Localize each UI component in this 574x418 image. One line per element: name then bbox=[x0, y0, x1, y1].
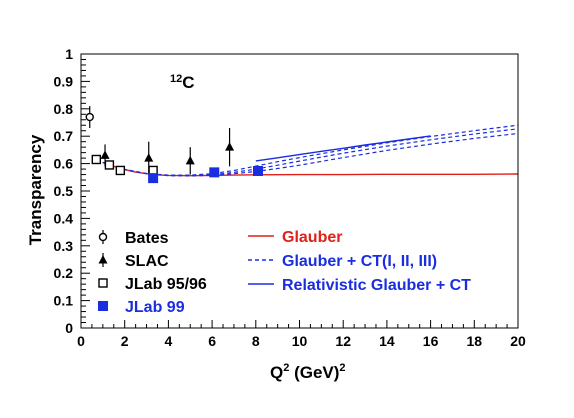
x-tick-label: 10 bbox=[292, 333, 308, 349]
y-tick-label: 0.1 bbox=[54, 293, 74, 309]
legend-jlab-99-marker bbox=[98, 301, 108, 311]
x-tick-label: 14 bbox=[379, 333, 395, 349]
x-tick-label: 0 bbox=[77, 333, 85, 349]
y-tick-label: 0.5 bbox=[54, 183, 74, 199]
jlab-95-96-point bbox=[104, 160, 115, 170]
x-axis-label: Q2 (GeV)2 bbox=[270, 362, 346, 382]
legend-jlab-99-label: JLab 99 bbox=[125, 299, 185, 316]
y-tick-label: 0.7 bbox=[54, 128, 74, 144]
x-tick-label: 4 bbox=[165, 333, 173, 349]
y-tick-label: 0.9 bbox=[54, 73, 74, 89]
nucleus-annotation: 12C bbox=[170, 73, 195, 92]
jlab-95-96-point bbox=[91, 154, 101, 165]
x-tick-label: 2 bbox=[121, 333, 129, 349]
jlab-99-point bbox=[209, 167, 220, 178]
legend: Bates SLAC JLab 95/96 JLab 99 Glauber Glauber… bbox=[98, 229, 471, 316]
legend-glauber-label: Glauber bbox=[282, 229, 342, 246]
legend-slac-label: SLAC bbox=[125, 253, 169, 270]
y-tick-label: 0.8 bbox=[54, 101, 74, 117]
legend-bates-label: Bates bbox=[125, 230, 169, 247]
x-tick-label: 16 bbox=[423, 333, 439, 349]
x-tick-label: 18 bbox=[467, 333, 483, 349]
y-tick-label: 0.2 bbox=[54, 265, 74, 281]
legend-relativistic-glauber-ct-label: Relativistic Glauber + CT bbox=[282, 277, 471, 294]
y-tick-label: 0 bbox=[65, 320, 73, 336]
slac-point bbox=[225, 142, 235, 151]
x-tick-label: 12 bbox=[335, 333, 351, 349]
slac-point bbox=[100, 150, 110, 159]
bates-point bbox=[85, 112, 94, 122]
y-axis-label: Transparency bbox=[26, 134, 45, 245]
y-tick-label: 0.6 bbox=[54, 156, 74, 172]
legend-jlab-95-96-label: JLab 95/96 bbox=[125, 276, 207, 293]
x-tick-label: 20 bbox=[510, 333, 526, 349]
jlab-99-point bbox=[252, 165, 263, 176]
slac-point bbox=[185, 155, 195, 165]
jlab-95-96-point bbox=[115, 165, 126, 176]
legend-jlab-95-96-marker bbox=[98, 278, 108, 288]
legend-glauber-ct-i-ii-iii-label: Glauber + CT(I, II, III) bbox=[282, 253, 437, 270]
y-tick-label: 1 bbox=[65, 46, 73, 62]
legend-slac-marker bbox=[98, 255, 108, 264]
legend-bates-marker bbox=[98, 232, 108, 242]
y-tick-label: 0.4 bbox=[54, 210, 74, 226]
relativistic-glauber-ct-curve bbox=[255, 135, 431, 162]
x-tick-label: 6 bbox=[208, 333, 216, 349]
slac-point bbox=[144, 153, 154, 162]
x-tick-label: 8 bbox=[252, 333, 260, 349]
jlab-99-point bbox=[148, 173, 159, 184]
y-tick-label: 0.3 bbox=[54, 238, 74, 254]
